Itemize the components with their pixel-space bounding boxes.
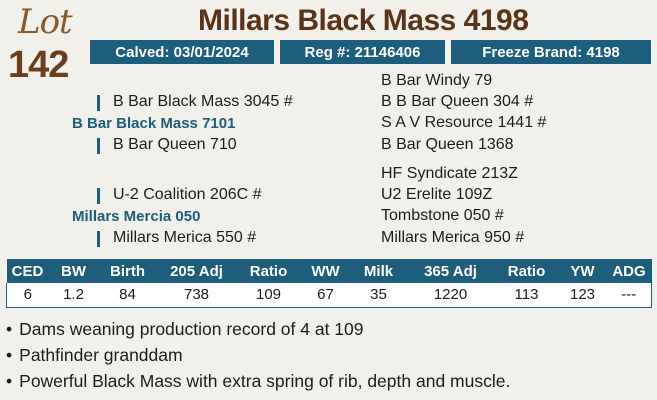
table-cell: 84 bbox=[98, 283, 157, 308]
pedigree-dss: HF Syndicate 213Z bbox=[381, 165, 518, 182]
table-header: 205 Adj bbox=[156, 259, 237, 283]
table-cell: 113 bbox=[494, 283, 559, 308]
table-header: BW bbox=[48, 259, 99, 283]
lot-number: 142 bbox=[8, 44, 69, 86]
pedigree-sss: B Bar Windy 79 bbox=[381, 72, 493, 89]
performance-table: CED BW Birth 205 Adj Ratio WW Milk 365 A… bbox=[6, 259, 652, 308]
registration-box: Reg #: 21146406 bbox=[280, 40, 445, 64]
pedigree-dam: Millars Mercia 050 bbox=[72, 208, 201, 225]
table-cell: 738 bbox=[156, 283, 237, 308]
table-cell: 109 bbox=[236, 283, 301, 308]
pedigree-dds: Tombstone 050 # bbox=[381, 207, 504, 224]
lot-label: Lot bbox=[18, 2, 73, 42]
pedigree-dsd: U2 Erelite 109Z bbox=[381, 186, 493, 203]
table-cell: 1.2 bbox=[48, 283, 99, 308]
list-item: Dams weaning production record of 4 at 1… bbox=[6, 316, 510, 342]
table-header: CED bbox=[6, 259, 49, 283]
table-header: WW bbox=[300, 259, 351, 283]
animal-name-title: Millars Black Mass 4198 bbox=[198, 4, 529, 37]
pedigree-sire: B Bar Black Mass 7101 bbox=[72, 115, 236, 132]
table-header: YW bbox=[558, 259, 607, 283]
table-cell: 35 bbox=[350, 283, 407, 308]
table-header: 365 Adj bbox=[406, 259, 495, 283]
table-header: ADG bbox=[606, 259, 652, 283]
table-row: 6 1.2 84 738 109 67 35 1220 113 123 --- bbox=[6, 283, 652, 308]
table-header: Milk bbox=[350, 259, 407, 283]
table-cell: 1220 bbox=[406, 283, 495, 308]
pedigree-sire-sire: B Bar Black Mass 3045 # bbox=[97, 93, 293, 111]
pedigree-sdd: B Bar Queen 1368 bbox=[381, 136, 514, 153]
list-item: Pathfinder granddam bbox=[6, 342, 510, 368]
table-cell: 67 bbox=[300, 283, 351, 308]
pedigree-dam-dam: Millars Merica 550 # bbox=[96, 229, 257, 247]
pedigree-sds: S A V Resource 1441 # bbox=[381, 114, 547, 131]
pedigree-ssd: B B Bar Queen 304 # bbox=[381, 93, 534, 110]
freeze-brand-box: Freeze Brand: 4198 bbox=[451, 40, 651, 64]
notes-list: Dams weaning production record of 4 at 1… bbox=[6, 316, 510, 394]
pedigree-ddd: Millars Merica 950 # bbox=[381, 229, 525, 246]
table-header: Ratio bbox=[494, 259, 559, 283]
table-cell: 123 bbox=[558, 283, 607, 308]
table-header: Ratio bbox=[236, 259, 301, 283]
list-item: Powerful Black Mass with extra spring of… bbox=[6, 368, 510, 394]
calved-date-box: Calved: 03/01/2024 bbox=[90, 40, 274, 64]
table-cell: --- bbox=[606, 283, 652, 308]
pedigree-sire-dam: B Bar Queen 710 bbox=[97, 136, 237, 154]
table-header: Birth bbox=[98, 259, 157, 283]
table-cell: 6 bbox=[6, 283, 49, 308]
table-header-row: CED BW Birth 205 Adj Ratio WW Milk 365 A… bbox=[6, 259, 652, 283]
pedigree-dam-sire: U-2 Coalition 206C # bbox=[97, 186, 262, 204]
